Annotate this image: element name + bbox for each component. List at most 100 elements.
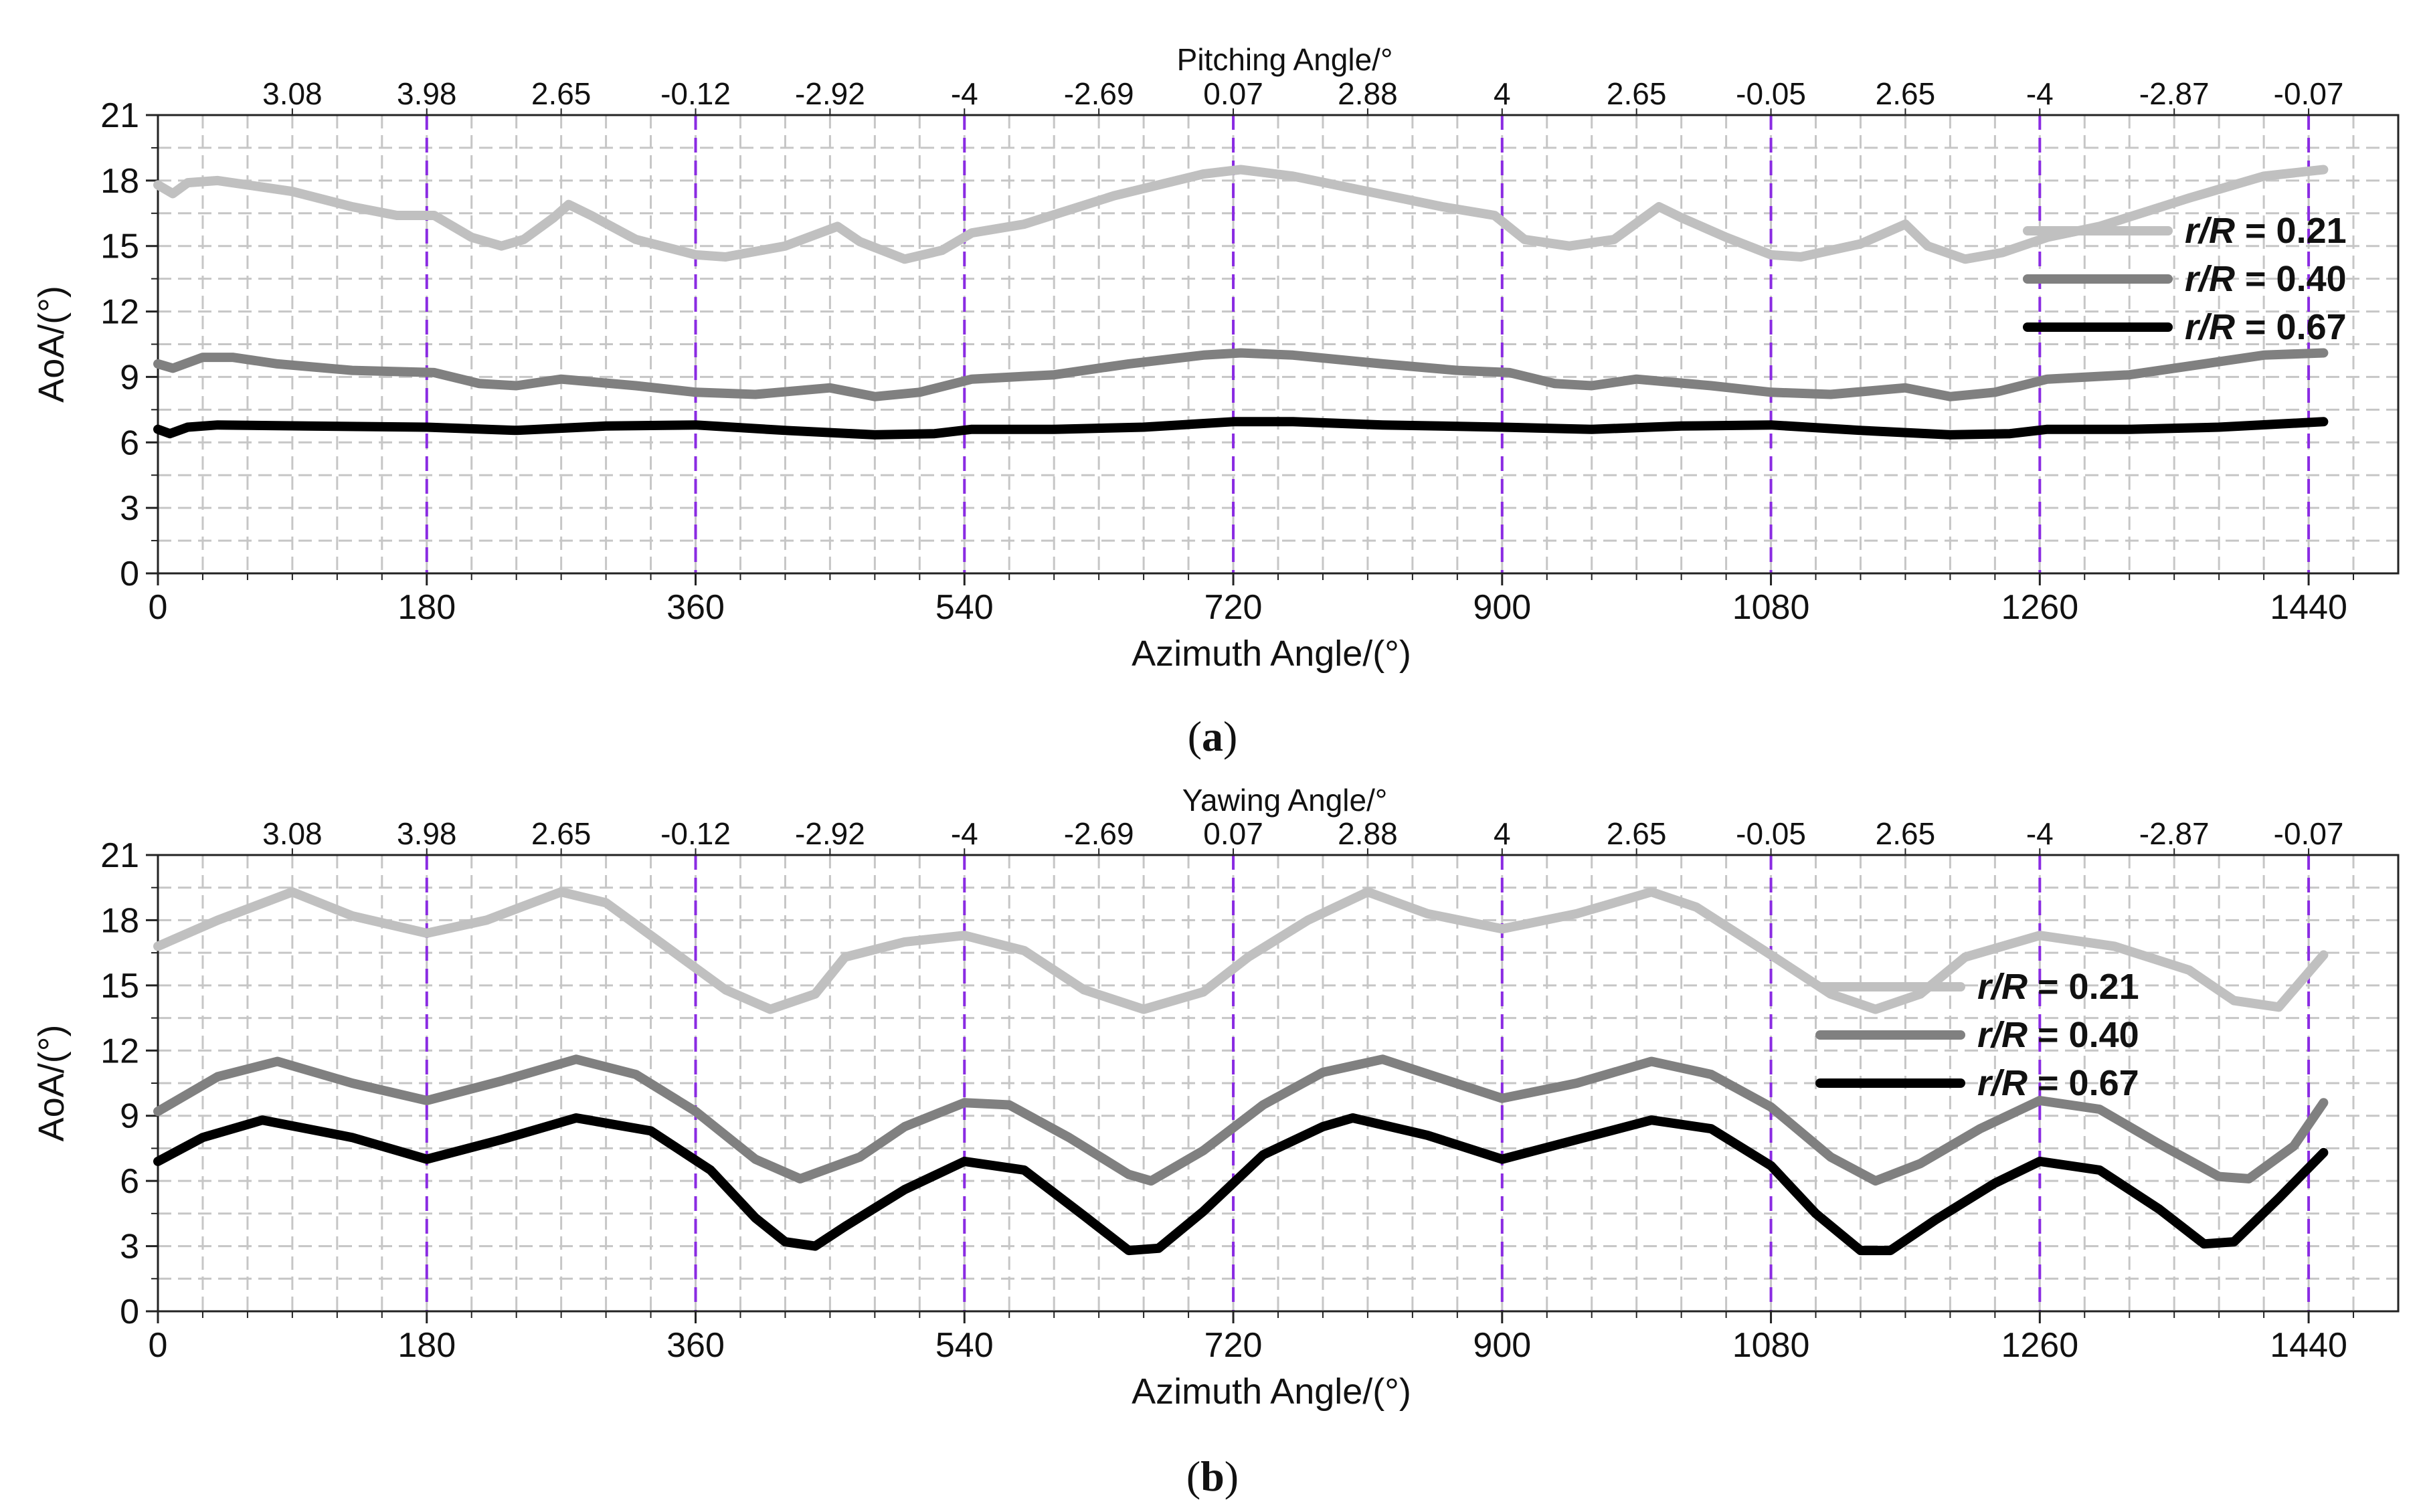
top-tick-label: -0.12 bbox=[660, 816, 731, 851]
x-tick-label: 900 bbox=[1473, 1326, 1531, 1365]
series-line-2 bbox=[153, 417, 2329, 440]
legend-label-1: r/R = 0.40 bbox=[2185, 259, 2347, 299]
y-tick-label: 0 bbox=[120, 1293, 139, 1331]
y-axis-title: AoA/(°) bbox=[31, 286, 72, 403]
top-tick-label: 2.88 bbox=[1338, 76, 1398, 111]
legend-label-value: = 0.21 bbox=[2028, 967, 2139, 1007]
legend-label-1: r/R = 0.40 bbox=[1977, 1015, 2139, 1055]
top-tick-label: -0.07 bbox=[2274, 76, 2344, 111]
top-tick-label: 2.65 bbox=[531, 816, 592, 851]
series-line-0 bbox=[153, 165, 2329, 264]
caption-paren-close: ) bbox=[1223, 713, 1237, 760]
x-axis-title: Azimuth Angle/(°) bbox=[1132, 634, 1411, 674]
x-tick-label: 180 bbox=[397, 1326, 456, 1365]
legend-label-value: = 0.40 bbox=[2235, 259, 2347, 299]
y-tick-label: 9 bbox=[120, 358, 139, 397]
top-tick-label: -4 bbox=[2026, 76, 2054, 111]
top-tick-label: 4 bbox=[1494, 816, 1511, 851]
top-tick-label: -0.12 bbox=[660, 76, 731, 111]
chart-panel-b: 0 180 360 540 720 900 1080 1260 1440 0 3 6 9 12 15 18 21… bbox=[31, 783, 2400, 1500]
top-tick-label: -2.92 bbox=[795, 76, 865, 111]
legend-label-italic: r/R bbox=[2185, 259, 2235, 299]
top-tick-label: -4 bbox=[2026, 816, 2054, 851]
top-tick-label: -2.69 bbox=[1064, 816, 1134, 851]
top-axis-title: Pitching Angle/° bbox=[1177, 42, 1393, 77]
top-tick-label: 2.65 bbox=[1876, 76, 1936, 111]
x-tick-label: 360 bbox=[666, 1326, 725, 1365]
legend-label-2: r/R = 0.67 bbox=[1977, 1063, 2139, 1103]
y-tick-label: 0 bbox=[120, 555, 139, 593]
top-tick-label: 0.07 bbox=[1203, 816, 1263, 851]
top-tick-label: -4 bbox=[951, 76, 978, 111]
y-tick-label: 12 bbox=[100, 1032, 139, 1070]
y-tick-label: 6 bbox=[120, 1162, 139, 1201]
legend-label-value: = 0.67 bbox=[2235, 307, 2347, 347]
y-tick-label: 21 bbox=[100, 96, 139, 135]
legend-label-italic: r/R bbox=[1977, 1063, 2028, 1103]
x-tick-label: 360 bbox=[666, 588, 725, 627]
y-tick-label: 18 bbox=[100, 901, 139, 940]
series-line-1 bbox=[153, 348, 2329, 401]
x-axis-title: Azimuth Angle/(°) bbox=[1132, 1372, 1411, 1412]
y-tick-label: 9 bbox=[120, 1097, 139, 1136]
y-tick-label: 3 bbox=[120, 489, 139, 528]
x-tick-label: 540 bbox=[935, 588, 994, 627]
grid-lines bbox=[158, 115, 2398, 573]
top-tick-label: 2.65 bbox=[1607, 816, 1667, 851]
top-tick-label: -2.92 bbox=[795, 816, 865, 851]
top-axis-title: Yawing Angle/° bbox=[1182, 783, 1388, 818]
caption-letter: b bbox=[1200, 1452, 1225, 1500]
top-tick-label: 3.08 bbox=[262, 816, 323, 851]
x-tick-label: 720 bbox=[1204, 588, 1263, 627]
top-tick-label: 3.98 bbox=[397, 76, 457, 111]
caption-letter: a bbox=[1202, 713, 1223, 760]
top-tick-label: -2.87 bbox=[2139, 816, 2210, 851]
top-tick-label: -0.05 bbox=[1736, 76, 1806, 111]
legend-label-italic: r/R bbox=[1977, 1015, 2028, 1055]
legend-label-2: r/R = 0.67 bbox=[2185, 307, 2347, 347]
legend-label-italic: r/R bbox=[1977, 967, 2028, 1007]
top-tick-label: 4 bbox=[1494, 76, 1511, 111]
x-tick-label: 900 bbox=[1473, 588, 1531, 627]
x-tick-label: 540 bbox=[935, 1326, 994, 1365]
top-tick-label: -4 bbox=[951, 816, 978, 851]
x-tick-label: 1080 bbox=[1732, 588, 1810, 627]
top-tick-label: -2.69 bbox=[1064, 76, 1134, 111]
chart-panel-a: 0 180 360 540 720 900 1080 1260 1440 0 3 6 9 12 15 18 21… bbox=[31, 42, 2400, 760]
top-tick-label: -0.07 bbox=[2274, 816, 2344, 851]
panel-caption: (a) bbox=[1188, 713, 1238, 760]
caption-paren-open: ( bbox=[1186, 1452, 1200, 1500]
y-axis-title: AoA/(°) bbox=[31, 1025, 72, 1142]
legend-label-value: = 0.21 bbox=[2235, 211, 2347, 251]
top-tick-label: 2.65 bbox=[1607, 76, 1667, 111]
y-tick-label: 6 bbox=[120, 423, 139, 462]
series-line-0 bbox=[153, 887, 2329, 1014]
x-tick-label: 1440 bbox=[2270, 588, 2347, 627]
legend-label-value: = 0.67 bbox=[2028, 1063, 2139, 1103]
legend-label-italic: r/R bbox=[2185, 211, 2235, 251]
legend-label-italic: r/R bbox=[2185, 307, 2235, 347]
x-tick-label: 1260 bbox=[2001, 1326, 2078, 1365]
y-tick-label: 3 bbox=[120, 1228, 139, 1266]
legend-label-value: = 0.40 bbox=[2028, 1015, 2139, 1055]
top-tick-label: 3.98 bbox=[397, 816, 457, 851]
x-tick-label: 720 bbox=[1204, 1326, 1263, 1365]
top-tick-label: 0.07 bbox=[1203, 76, 1263, 111]
y-tick-label: 12 bbox=[100, 293, 139, 332]
top-tick-label: -0.05 bbox=[1736, 816, 1806, 851]
top-tick-label: 2.65 bbox=[531, 76, 592, 111]
series-line-1 bbox=[153, 1054, 2329, 1186]
top-tick-label: -2.87 bbox=[2139, 76, 2210, 111]
legend-label-0: r/R = 0.21 bbox=[1977, 967, 2139, 1007]
x-tick-label: 1440 bbox=[2270, 1326, 2347, 1365]
caption-paren-close: ) bbox=[1225, 1452, 1239, 1500]
y-tick-label: 18 bbox=[100, 162, 139, 201]
top-tick-label: 2.88 bbox=[1338, 816, 1398, 851]
y-tick-label: 15 bbox=[100, 967, 139, 1006]
x-tick-label: 1260 bbox=[2001, 588, 2078, 627]
panel-caption: (b) bbox=[1186, 1452, 1239, 1500]
x-tick-label: 1080 bbox=[1732, 1326, 1810, 1365]
top-tick-label: 3.08 bbox=[262, 76, 323, 111]
